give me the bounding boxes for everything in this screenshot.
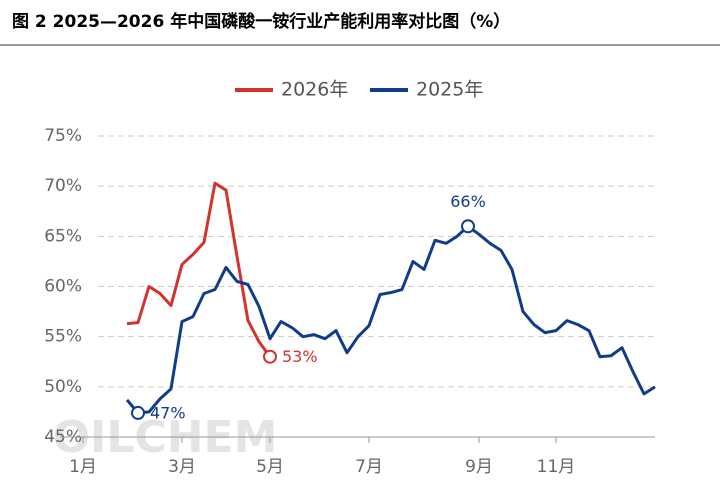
x-tick-label: 7月: [355, 457, 383, 477]
legend-label: 2025年: [416, 79, 483, 101]
data-label: 66%: [450, 192, 486, 211]
y-tick-label: 50%: [44, 377, 82, 397]
data-label: 47%: [150, 403, 186, 422]
data-label: 53%: [282, 347, 318, 366]
point-marker: [263, 349, 277, 364]
y-tick-label: 70%: [44, 176, 82, 196]
y-tick-label: 65%: [44, 226, 82, 246]
x-tick-label: 11月: [537, 457, 576, 477]
y-tick-label: 55%: [44, 327, 82, 347]
x-tick-label: 1月: [69, 457, 97, 477]
series-line: [126, 181, 272, 358]
point-marker: [461, 219, 475, 234]
x-tick-label: 3月: [168, 457, 196, 477]
x-tick-label: 5月: [256, 457, 284, 477]
series-line: [125, 224, 656, 415]
point-marker: [131, 405, 145, 420]
x-tick-label: 9月: [465, 457, 493, 477]
y-tick-label: 75%: [44, 126, 82, 146]
chart-title: 图 2 2025—2026 年中国磷酸一铵行业产能利用率对比图（%）: [12, 11, 510, 32]
legend-label: 2026年: [281, 79, 348, 101]
y-tick-label: 60%: [44, 277, 82, 297]
